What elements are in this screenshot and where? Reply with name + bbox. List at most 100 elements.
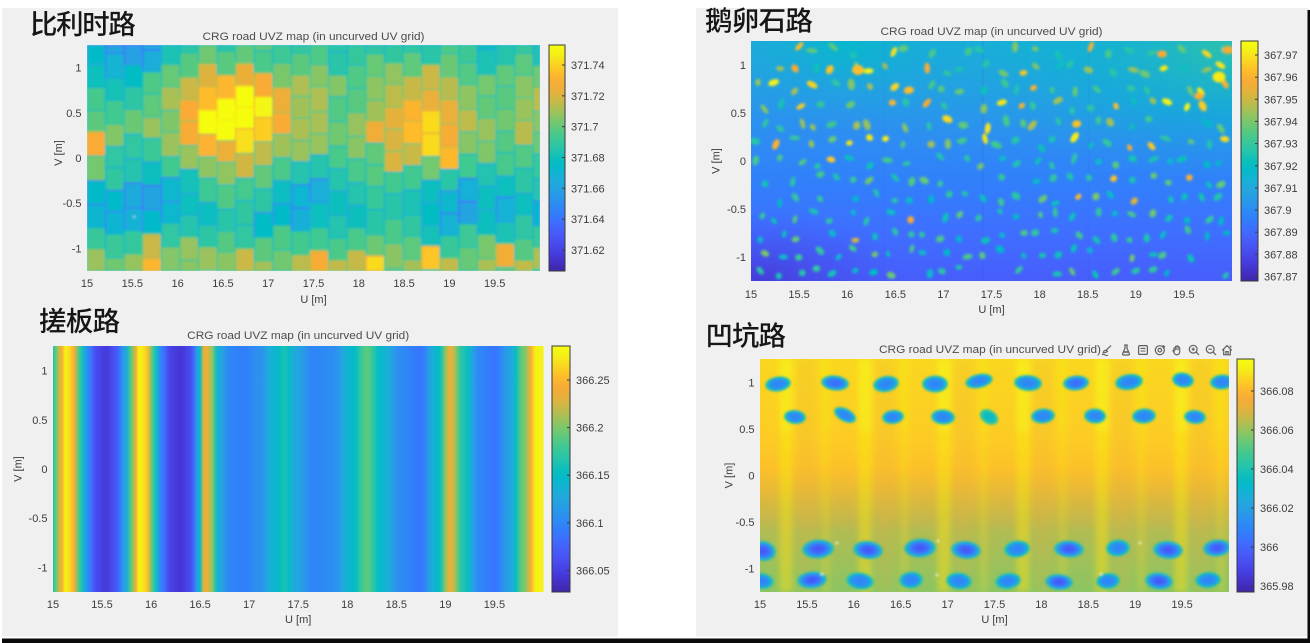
svg-text:17.5: 17.5: [984, 599, 1005, 611]
svg-text:19.5: 19.5: [484, 599, 505, 611]
svg-text:367.88: 367.88: [1264, 249, 1298, 261]
svg-text:366.08: 366.08: [1260, 386, 1294, 398]
svg-text:366.05: 366.05: [576, 565, 610, 577]
svg-text:16.5: 16.5: [212, 278, 233, 290]
svg-text:366.15: 366.15: [576, 470, 610, 482]
svg-text:19.5: 19.5: [1173, 289, 1194, 301]
svg-text:U [m]: U [m]: [981, 614, 1007, 626]
svg-text:371.7: 371.7: [571, 122, 599, 134]
svg-text:CRG road UVZ map (in uncurved: CRG road UVZ map (in uncurved UV grid): [187, 330, 409, 342]
svg-text:366.02: 366.02: [1260, 503, 1294, 515]
svg-text:17: 17: [941, 599, 953, 611]
svg-text:366.06: 366.06: [1260, 425, 1294, 437]
svg-text:371.62: 371.62: [571, 245, 605, 257]
svg-text:17.5: 17.5: [303, 278, 324, 290]
svg-text:V [m]: V [m]: [724, 463, 736, 489]
svg-text:0: 0: [41, 464, 47, 476]
svg-text:1: 1: [748, 377, 754, 389]
svg-text:367.96: 367.96: [1264, 72, 1298, 84]
svg-text:-1: -1: [736, 252, 746, 264]
svg-text:U [m]: U [m]: [285, 614, 311, 626]
svg-text:18: 18: [353, 278, 365, 290]
svg-text:367.92: 367.92: [1264, 161, 1298, 173]
svg-text:17: 17: [937, 289, 949, 301]
svg-text:16.5: 16.5: [189, 599, 210, 611]
svg-text:18.5: 18.5: [1078, 599, 1099, 611]
svg-text:366.04: 366.04: [1260, 464, 1294, 476]
svg-text:367.87: 367.87: [1264, 272, 1298, 284]
svg-text:16.5: 16.5: [890, 599, 911, 611]
svg-text:371.68: 371.68: [571, 153, 605, 165]
svg-text:371.66: 371.66: [571, 183, 605, 195]
svg-text:-0.5: -0.5: [727, 204, 746, 216]
svg-text:17.5: 17.5: [981, 289, 1002, 301]
svg-text:366.25: 366.25: [576, 375, 610, 387]
svg-text:-1: -1: [38, 562, 48, 574]
svg-text:-0.5: -0.5: [63, 198, 82, 210]
svg-text:16: 16: [145, 599, 157, 611]
svg-text:19: 19: [443, 278, 455, 290]
svg-text:371.72: 371.72: [571, 91, 605, 103]
svg-text:19: 19: [1130, 289, 1142, 301]
svg-text:367.89: 367.89: [1264, 227, 1298, 239]
svg-text:365.98: 365.98: [1260, 581, 1294, 593]
svg-text:V [m]: V [m]: [13, 456, 25, 482]
svg-text:367.91: 367.91: [1264, 183, 1298, 195]
svg-text:1: 1: [75, 63, 81, 75]
svg-text:CRG road UVZ map (in uncurved: CRG road UVZ map (in uncurved UV grid): [881, 26, 1103, 38]
svg-text:366: 366: [1260, 542, 1278, 554]
svg-text:367.93: 367.93: [1264, 139, 1298, 151]
svg-text:-0.5: -0.5: [736, 517, 755, 529]
svg-text:17: 17: [243, 599, 255, 611]
svg-text:16: 16: [848, 599, 860, 611]
svg-text:19.5: 19.5: [484, 278, 505, 290]
svg-text:15.5: 15.5: [796, 599, 817, 611]
svg-text:18: 18: [1033, 289, 1045, 301]
svg-text:367.97: 367.97: [1264, 50, 1298, 62]
svg-text:0.5: 0.5: [731, 108, 746, 120]
svg-text:16.5: 16.5: [885, 289, 906, 301]
svg-text:15: 15: [81, 278, 93, 290]
svg-text:19: 19: [439, 599, 451, 611]
svg-text:367.95: 367.95: [1264, 94, 1298, 106]
svg-text:16: 16: [841, 289, 853, 301]
svg-text:0.5: 0.5: [66, 108, 81, 120]
svg-text:0.5: 0.5: [32, 415, 47, 427]
svg-text:15.5: 15.5: [788, 289, 809, 301]
svg-text:CRG road UVZ map (in uncurved: CRG road UVZ map (in uncurved UV grid): [203, 31, 425, 43]
svg-text:19: 19: [1129, 599, 1141, 611]
svg-text:-1: -1: [72, 243, 82, 255]
svg-text:17.5: 17.5: [287, 599, 308, 611]
svg-text:366.1: 366.1: [576, 518, 604, 530]
svg-text:15.5: 15.5: [122, 278, 143, 290]
svg-text:U [m]: U [m]: [978, 304, 1004, 316]
svg-text:17: 17: [262, 278, 274, 290]
svg-text:371.74: 371.74: [571, 60, 605, 72]
svg-text:1: 1: [41, 366, 47, 378]
svg-text:371.64: 371.64: [571, 214, 605, 226]
svg-text:16: 16: [171, 278, 183, 290]
svg-text:15: 15: [47, 599, 59, 611]
svg-text:18: 18: [341, 599, 353, 611]
svg-text:18.5: 18.5: [1077, 289, 1098, 301]
svg-text:0: 0: [740, 156, 746, 168]
svg-text:18.5: 18.5: [386, 599, 407, 611]
svg-text:U [m]: U [m]: [300, 294, 326, 306]
svg-text:15: 15: [745, 289, 757, 301]
svg-text:0: 0: [748, 471, 754, 483]
svg-text:0.5: 0.5: [739, 424, 754, 436]
svg-text:19.5: 19.5: [1171, 599, 1192, 611]
svg-text:-1: -1: [745, 564, 755, 576]
svg-text:18: 18: [1035, 599, 1047, 611]
svg-text:1: 1: [740, 60, 746, 72]
svg-text:0: 0: [75, 153, 81, 165]
svg-text:367.94: 367.94: [1264, 116, 1298, 128]
svg-text:15: 15: [754, 599, 766, 611]
svg-text:18.5: 18.5: [393, 278, 414, 290]
svg-text:15.5: 15.5: [91, 599, 112, 611]
svg-text:367.9: 367.9: [1264, 205, 1292, 217]
svg-text:V [m]: V [m]: [53, 140, 65, 166]
svg-text:-0.5: -0.5: [29, 513, 48, 525]
svg-text:V [m]: V [m]: [711, 148, 723, 174]
svg-text:366.2: 366.2: [576, 423, 604, 435]
